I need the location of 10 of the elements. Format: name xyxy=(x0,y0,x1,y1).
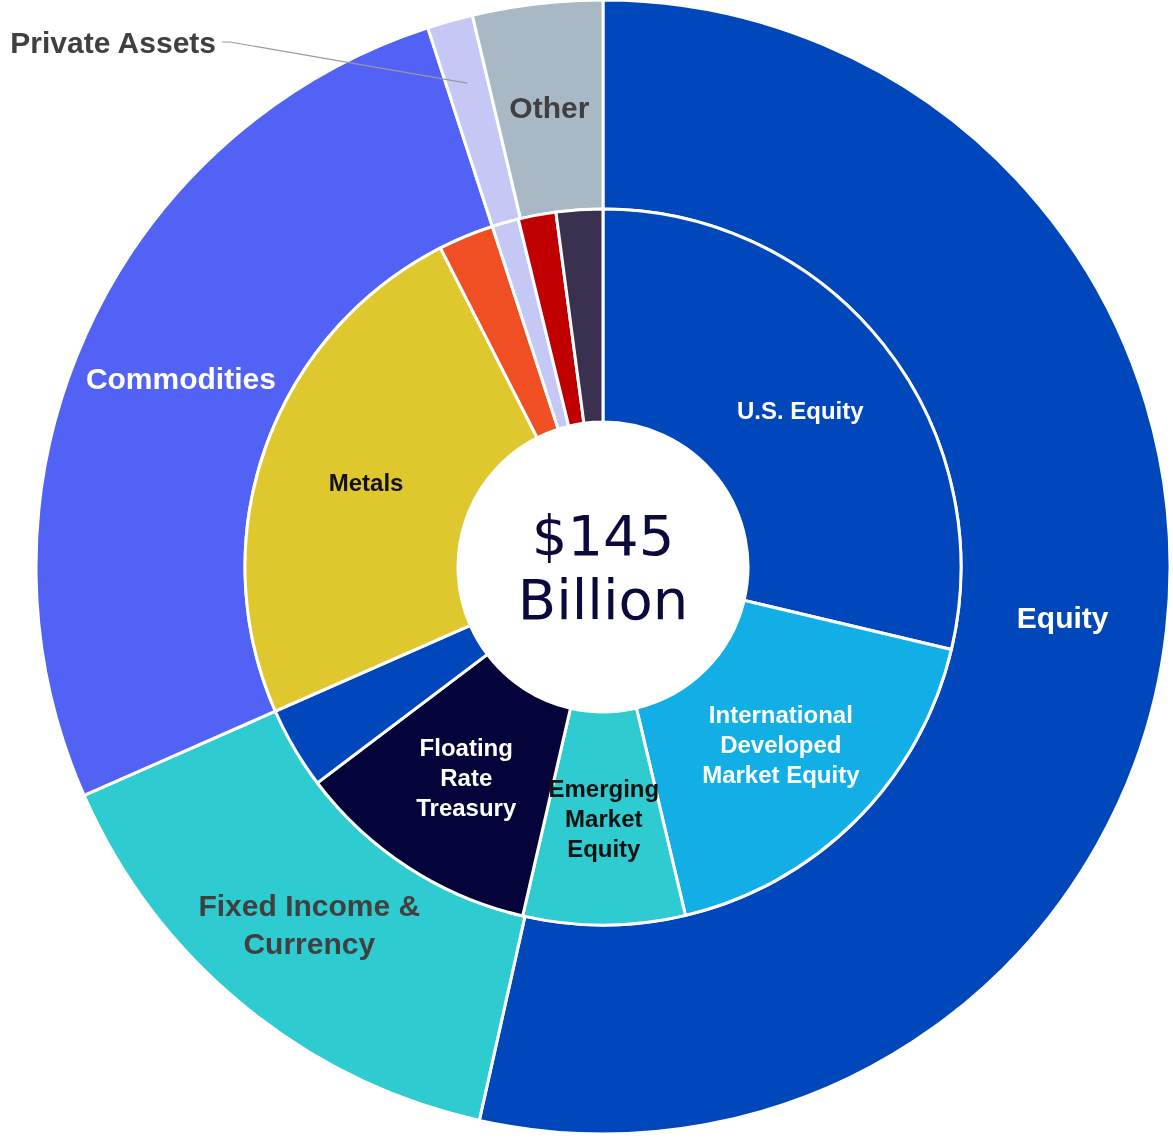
slice-label: Private Assets xyxy=(10,25,216,59)
slice-label: Equity xyxy=(1016,601,1109,635)
slice-label: Floating Rate Treasury xyxy=(416,734,517,822)
slice-label: International Developed Market Equity xyxy=(702,701,861,789)
slice-label: Other xyxy=(509,91,590,125)
slice-label: Metals xyxy=(328,468,404,496)
slice-label: Fixed Income & Currency xyxy=(198,889,421,960)
text: $145 Billion xyxy=(517,502,689,632)
slice-label: U.S. Equity xyxy=(736,397,865,425)
slice-label: Commodities xyxy=(85,361,276,395)
